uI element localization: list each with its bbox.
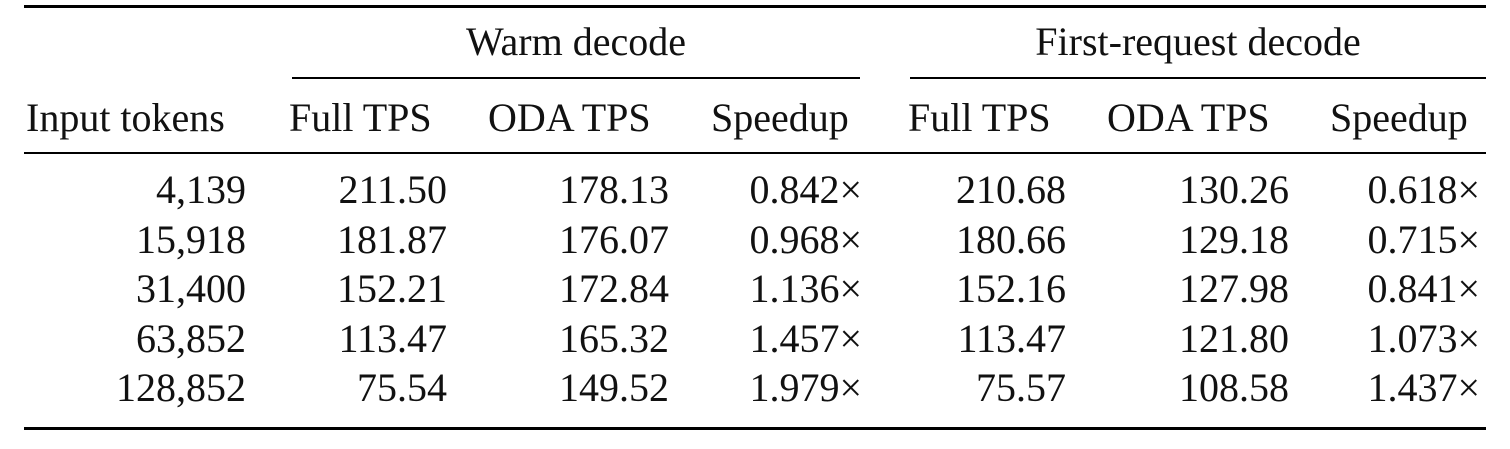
column-header-warm-full-tps: Full TPS: [289, 95, 432, 140]
table-cell: 127.98: [1179, 266, 1289, 311]
table-cell: 121.80: [1179, 316, 1289, 361]
first-request-decode-underline: [910, 77, 1486, 79]
column-header-first-speedup: Speedup: [1330, 95, 1468, 140]
column-header-input-tokens: Input tokens: [26, 95, 225, 140]
table-cell: 211.50: [338, 167, 447, 212]
table-cell: 15,918: [136, 217, 246, 262]
column-header-first-oda-tps: ODA TPS: [1107, 95, 1270, 140]
table-cell: 0.841×: [1367, 266, 1480, 311]
table-header-rule: [24, 152, 1486, 154]
table-cell: 0.715×: [1367, 217, 1480, 262]
table-cell: 0.842×: [749, 167, 862, 212]
table-cell: 0.968×: [749, 217, 862, 262]
table-cell: 180.66: [956, 217, 1066, 262]
table-cell: 4,139: [156, 167, 246, 212]
table-cell: 75.57: [976, 365, 1066, 410]
table-top-rule: [24, 5, 1486, 8]
table-cell: 178.13: [559, 167, 669, 212]
table-cell: 149.52: [559, 365, 669, 410]
table-cell: 108.58: [1179, 365, 1289, 410]
table-cell: 75.54: [357, 365, 447, 410]
warm-decode-underline: [292, 77, 860, 79]
table-cell: 113.47: [338, 316, 447, 361]
column-header-warm-speedup: Speedup: [711, 95, 849, 140]
table-cell: 152.16: [956, 266, 1066, 311]
table-cell: 1.979×: [749, 365, 862, 410]
table-cell: 31,400: [136, 266, 246, 311]
first-request-decode-group-header: First-request decode: [1035, 19, 1361, 64]
table-cell: 0.618×: [1367, 167, 1480, 212]
column-header-first-full-tps: Full TPS: [908, 95, 1051, 140]
table-cell: 128,852: [116, 365, 246, 410]
table-cell: 210.68: [956, 167, 1066, 212]
table-cell: 152.21: [337, 266, 447, 311]
table-cell: 1.437×: [1367, 365, 1480, 410]
table-cell: 1.457×: [749, 316, 862, 361]
table-cell: 129.18: [1179, 217, 1289, 262]
table-cell: 1.073×: [1367, 316, 1480, 361]
table-cell: 130.26: [1179, 167, 1289, 212]
column-header-warm-oda-tps: ODA TPS: [488, 95, 651, 140]
table-bottom-rule: [24, 427, 1486, 430]
table-cell: 113.47: [957, 316, 1066, 361]
table-cell: 1.136×: [749, 266, 862, 311]
table-cell: 165.32: [559, 316, 669, 361]
warm-decode-group-header: Warm decode: [466, 19, 686, 64]
table-cell: 176.07: [559, 217, 669, 262]
table-cell: 172.84: [559, 266, 669, 311]
table-cell: 181.87: [337, 217, 447, 262]
table-cell: 63,852: [136, 316, 246, 361]
